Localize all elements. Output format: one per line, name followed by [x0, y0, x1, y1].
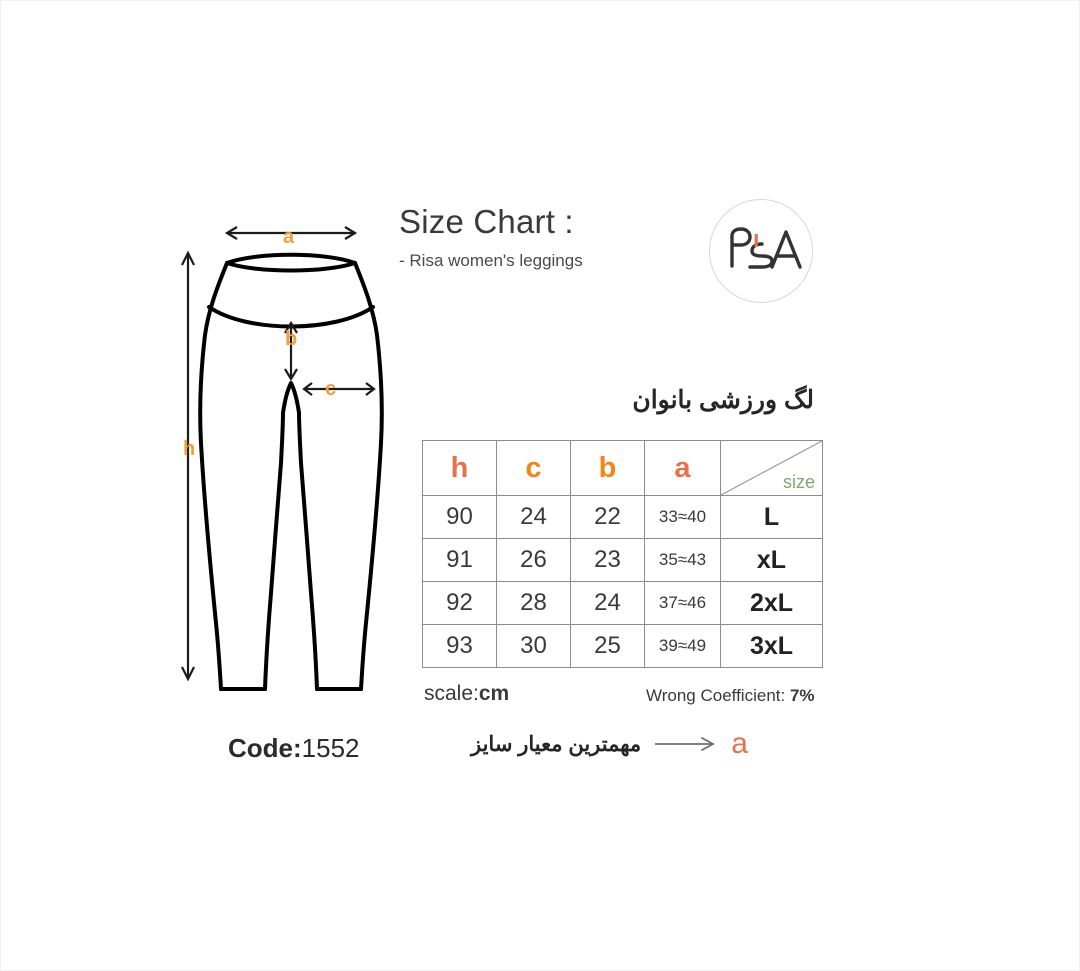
cell-b: 25: [570, 624, 645, 668]
cell-size-value: 3xL: [749, 631, 794, 660]
dimension-label-a: a: [283, 226, 295, 248]
wrong-coefficient-value: 7%: [789, 686, 815, 705]
product-code-label: Code:: [228, 733, 302, 763]
scale-unit: cm: [478, 682, 510, 705]
cell-b-value: 22: [594, 503, 621, 530]
scale-label: scale:: [424, 682, 479, 705]
brand-logo: [709, 199, 813, 303]
cell-c: 24: [496, 495, 571, 539]
cell-b: 24: [570, 581, 645, 625]
page-subtitle: - Risa women's leggings: [399, 251, 583, 270]
product-code: Code:1552: [228, 733, 360, 764]
arrow-right-icon: [655, 737, 716, 751]
cell-c: 28: [496, 581, 571, 625]
cell-h: 91: [422, 538, 497, 582]
table-row: 90 24 22 33≈40 L: [422, 495, 823, 539]
cell-h: 93: [422, 624, 497, 668]
cell-a: 33≈40: [644, 495, 721, 539]
cell-b-value: 25: [594, 632, 621, 659]
dimension-arrow-c: [302, 382, 376, 396]
scale-note: scale:cm: [424, 682, 509, 706]
logo-accent-mark: [754, 234, 758, 247]
cell-h: 90: [422, 495, 497, 539]
cell-size-value: 2xL: [749, 588, 794, 617]
cell-h-value: 92: [446, 589, 473, 616]
cell-c: 26: [496, 538, 571, 582]
table-row: 93 30 25 39≈49 3xL: [422, 624, 823, 668]
leggings-outline-svg: [181, 226, 384, 691]
cell-h-value: 93: [446, 632, 473, 659]
cell-size: L: [720, 495, 823, 539]
cell-c-value: 24: [520, 503, 547, 530]
column-header-size: size: [720, 440, 823, 496]
size-chart-table: h c b a size: [422, 440, 823, 668]
table-header-row: h c b a size: [422, 440, 823, 496]
column-header-b: b: [570, 440, 645, 496]
column-header-b-label: b: [598, 451, 617, 484]
cell-c-value: 28: [520, 589, 547, 616]
cell-c-value: 30: [520, 632, 547, 659]
cell-a: 39≈49: [644, 624, 721, 668]
product-code-value: 1552: [301, 733, 360, 763]
leggings-diagram: a b c h: [161, 211, 421, 711]
cell-b-value: 23: [594, 546, 621, 573]
column-header-size-label: size: [782, 472, 815, 492]
heading-block: Size Chart : - Risa women's leggings: [399, 203, 583, 271]
cell-c: 30: [496, 624, 571, 668]
dimension-label-b: b: [285, 328, 298, 350]
dimension-label-c: c: [325, 378, 337, 400]
column-header-c: c: [496, 440, 571, 496]
page-title: Size Chart :: [399, 203, 574, 240]
risa-logo-icon: [730, 227, 802, 269]
column-header-a: a: [644, 440, 721, 496]
cell-a: 35≈43: [644, 538, 721, 582]
column-header-a-label: a: [674, 451, 691, 484]
cell-h: 92: [422, 581, 497, 625]
cell-h-value: 91: [446, 546, 473, 573]
cell-size-value: xL: [756, 545, 787, 574]
dimension-arrow-h: [181, 250, 195, 682]
cell-b-value: 24: [594, 589, 621, 616]
wrong-coefficient-label: Wrong Coefficient:: [646, 686, 790, 705]
key-criterion-row: مهمترین معیار سایز a: [471, 729, 748, 759]
cell-h-value: 90: [446, 503, 473, 530]
cell-a-value: 39≈49: [658, 636, 707, 655]
diagonal-divider-icon: [721, 441, 822, 495]
cell-b: 22: [570, 495, 645, 539]
cell-size: xL: [720, 538, 823, 582]
key-criterion-target: a: [731, 727, 748, 760]
dimension-label-h: h: [183, 438, 196, 460]
column-header-h-label: h: [450, 451, 469, 484]
cell-size: 3xL: [720, 624, 823, 668]
cell-a-value: 37≈46: [658, 593, 707, 612]
cell-size-value: L: [763, 502, 780, 531]
cell-a-value: 33≈40: [658, 507, 707, 526]
dimension-arrow-a: [224, 226, 358, 240]
table-row: 91 26 23 35≈43 xL: [422, 538, 823, 582]
column-header-h: h: [422, 440, 497, 496]
table-row: 92 28 24 37≈46 2xL: [422, 581, 823, 625]
cell-a: 37≈46: [644, 581, 721, 625]
product-name-persian: لگ ورزشی بانوان: [632, 386, 814, 414]
column-header-c-label: c: [525, 451, 542, 484]
cell-b: 23: [570, 538, 645, 582]
cell-c-value: 26: [520, 546, 547, 573]
key-criterion-text: مهمترین معیار سایز: [471, 732, 642, 756]
dimension-arrow-b: [284, 320, 298, 382]
wrong-coefficient-note: Wrong Coefficient: 7%: [646, 686, 815, 706]
cell-size: 2xL: [720, 581, 823, 625]
cell-a-value: 35≈43: [658, 550, 707, 569]
